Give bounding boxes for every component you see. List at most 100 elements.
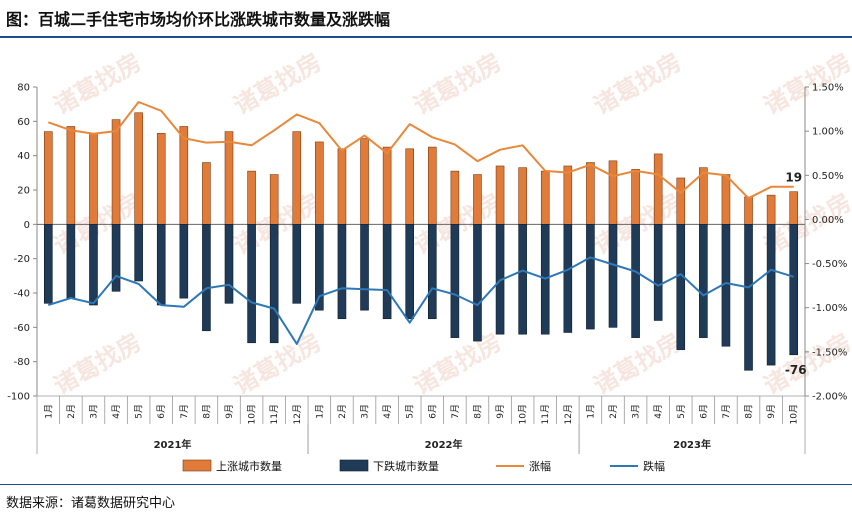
bar-down-cities [315, 224, 324, 311]
bar-down-cities [111, 224, 121, 292]
right-tick-label: -1.50% [812, 347, 847, 358]
bar-up-cities [608, 160, 618, 225]
month-label: 4月 [653, 404, 664, 419]
month-label: 12月 [292, 404, 303, 424]
month-label: 2月 [608, 404, 619, 419]
bar-up-cities [382, 146, 392, 225]
year-label: 2021年 [154, 438, 192, 451]
bar-up-cities [337, 148, 347, 225]
right-tick-label: 1.50% [812, 83, 844, 94]
legend-label: 下跌城市数量 [373, 459, 439, 473]
month-label: 10月 [789, 404, 800, 424]
left-tick-label: 40 [17, 151, 30, 162]
bar-down-cities [766, 224, 776, 366]
month-label: 6月 [698, 404, 709, 419]
bar-down-cities [631, 224, 640, 338]
month-label: 2月 [66, 404, 77, 419]
watermark-text: 诸葛找房 [589, 48, 686, 120]
bar-up-cities [43, 131, 53, 225]
month-label: 1月 [585, 404, 596, 419]
legend-label: 跌幅 [643, 459, 665, 473]
bar-down-cities [450, 224, 460, 338]
bar-down-cities [427, 224, 437, 320]
chart-title: 图：百城二手住宅市场均价环比涨跌城市数量及涨跌幅 [6, 10, 391, 29]
footer-rule [0, 484, 852, 485]
year-label: 2023年 [673, 438, 711, 451]
month-label: 9月 [766, 404, 777, 419]
bar-up-cities [156, 133, 166, 225]
bar-series [43, 112, 799, 371]
watermark-text: 诸葛找房 [589, 328, 686, 400]
month-label: 6月 [427, 404, 438, 419]
month-label: 8月 [472, 404, 483, 419]
year-label: 2022年 [425, 438, 463, 451]
bar-down-cities [202, 224, 211, 332]
bar-up-cities [676, 177, 686, 225]
bar-up-cities [247, 170, 256, 225]
bar-down-cities [608, 224, 618, 328]
watermark-text: 诸葛找房 [229, 48, 326, 120]
bar-up-cities [66, 126, 76, 225]
month-label: 1月 [43, 404, 54, 419]
month-label: 4月 [382, 404, 393, 419]
month-label: 12月 [563, 404, 574, 424]
bar-down-cities [156, 224, 166, 306]
watermark-text: 诸葛找房 [49, 48, 146, 120]
left-tick-label: -20 [14, 254, 30, 265]
bar-down-cities [292, 224, 302, 304]
bar-up-cities [292, 131, 302, 225]
month-label: 3月 [360, 404, 371, 419]
bar-down-cities [405, 224, 415, 320]
month-label: 9月 [224, 404, 235, 419]
bar-up-cities [315, 141, 324, 225]
month-label: 4月 [111, 404, 122, 419]
bar-up-cities [653, 153, 663, 225]
right-tick-label: 0.00% [812, 215, 844, 226]
legend: 上涨城市数量 下跌城市数量 涨幅 跌幅 [182, 459, 665, 473]
bar-up-cities [224, 131, 234, 225]
bar-up-cities [495, 165, 505, 225]
watermark-text: 诸葛找房 [49, 328, 146, 400]
legend-swatch [339, 459, 369, 472]
bar-up-cities [586, 162, 595, 225]
left-tick-label: -100 [7, 392, 30, 403]
data-label: 19 [785, 171, 802, 185]
bar-up-cities [179, 126, 189, 225]
bar-down-cities [66, 224, 76, 299]
right-tick-label: 0.50% [812, 171, 844, 182]
bar-up-cities [269, 174, 279, 225]
bar-up-cities [540, 170, 550, 225]
month-label: 7月 [450, 404, 461, 419]
bar-down-cities [676, 224, 686, 350]
bar-down-cities [224, 224, 234, 304]
bar-down-cities [586, 224, 595, 330]
left-tick-label: 20 [17, 186, 30, 197]
bar-down-cities [43, 224, 53, 304]
left-tick-label: 0 [24, 220, 30, 231]
month-label: 8月 [744, 404, 755, 419]
month-label: 5月 [405, 404, 416, 419]
month-label: 3月 [631, 404, 642, 419]
month-label: 5月 [134, 404, 145, 419]
legend-swatch [182, 459, 212, 472]
bar-down-cities [653, 224, 663, 321]
bar-up-cities [721, 174, 731, 225]
bar-down-cities [337, 224, 347, 320]
left-tick-label: -60 [14, 323, 30, 334]
bar-down-cities [269, 224, 279, 344]
right-tick-label: -2.00% [812, 392, 847, 403]
bar-up-cities [111, 119, 121, 225]
month-label: 2月 [337, 404, 348, 419]
bar-down-cities [360, 224, 369, 311]
month-label: 10月 [518, 404, 529, 424]
bar-up-cities [518, 167, 527, 225]
right-tick-label: 1.00% [812, 127, 844, 138]
legend-label: 涨幅 [529, 460, 551, 473]
bar-down-cities [699, 224, 708, 338]
watermark-text: 诸葛找房 [409, 48, 506, 120]
bar-up-cities [744, 196, 753, 225]
bar-down-cities [744, 224, 753, 371]
data-source: 数据来源：诸葛数据研究中心 [6, 496, 176, 511]
left-tick-label: -40 [14, 289, 30, 300]
